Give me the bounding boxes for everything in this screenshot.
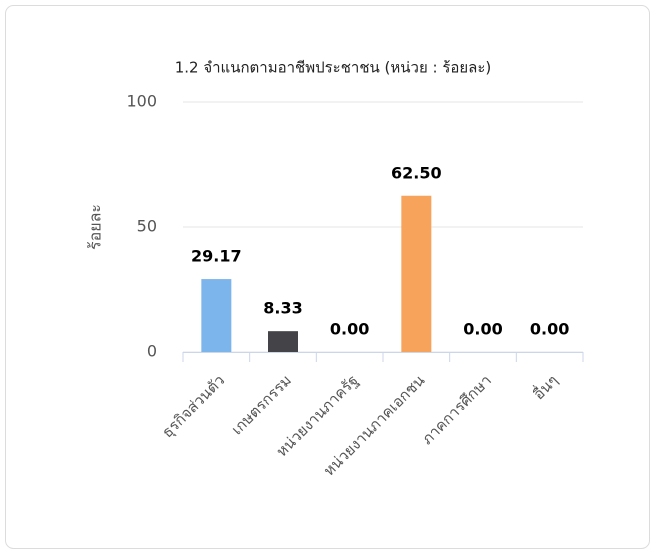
bar <box>268 331 298 352</box>
chart-title: 1.2 จำแนกตามอาชีพประชาชน (หน่วย : ร้อยละ… <box>175 59 492 77</box>
y-tick-label: 50 <box>137 217 157 236</box>
data-label: 0.00 <box>330 320 369 339</box>
card <box>5 5 650 549</box>
bar <box>401 195 432 352</box>
data-label: 0.00 <box>463 320 502 339</box>
data-label: 8.33 <box>263 299 302 318</box>
y-tick-label: 0 <box>147 342 157 361</box>
data-label: 29.17 <box>191 247 242 266</box>
y-tick-label: 100 <box>126 92 157 111</box>
data-label: 0.00 <box>530 320 569 339</box>
data-label: 62.50 <box>391 163 442 182</box>
bar <box>201 279 232 352</box>
y-axis-label: ร้อยละ <box>86 204 105 250</box>
